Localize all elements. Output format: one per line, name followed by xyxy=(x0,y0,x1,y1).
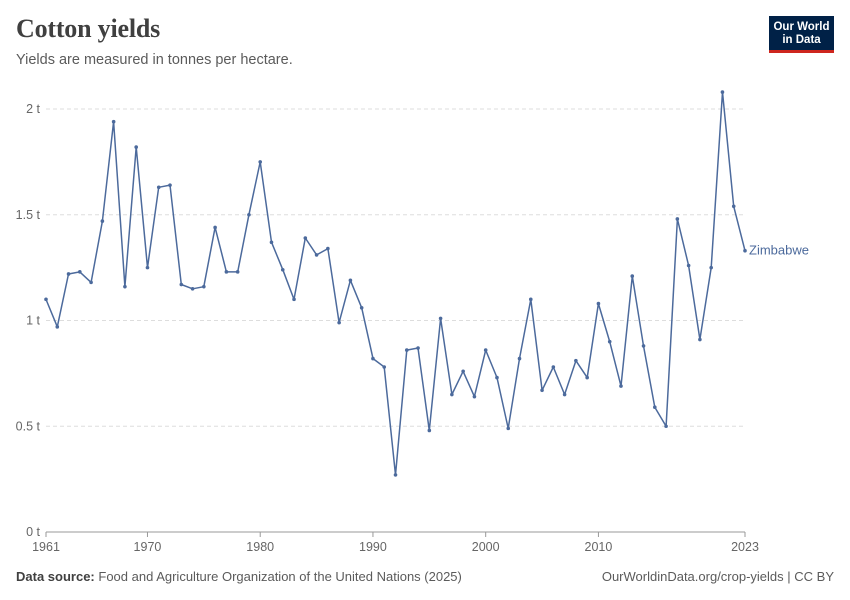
data-point xyxy=(653,405,657,410)
data-point xyxy=(123,284,127,289)
data-point xyxy=(100,219,105,223)
data-point xyxy=(190,286,195,291)
chart-subtitle: Yields are measured in tonnes per hectar… xyxy=(16,52,293,68)
data-point xyxy=(540,388,544,393)
data-point xyxy=(78,270,82,274)
data-point xyxy=(269,240,274,245)
data-point xyxy=(202,284,206,289)
data-point xyxy=(416,346,420,350)
data-point xyxy=(359,306,364,310)
grid-lines xyxy=(46,108,745,427)
data-point xyxy=(743,248,747,253)
data-point xyxy=(280,267,285,272)
tick-labels: 0 t 0.5 t 1 t 1.5 t 2 t 1961 1970 1980 1990 2000 2… xyxy=(16,102,809,554)
data-source: Data source: Food and Agriculture Organi… xyxy=(16,569,462,584)
data-point xyxy=(495,375,499,380)
data-point xyxy=(528,297,533,302)
data-point xyxy=(404,348,409,352)
data-point xyxy=(258,160,263,164)
data-point xyxy=(134,145,138,149)
x-axis xyxy=(45,531,746,537)
source-link[interactable]: OurWorldinData.org/crop-yields | CC BY xyxy=(601,569,834,584)
data-point xyxy=(562,392,567,397)
y-tick-label: 0 t xyxy=(26,525,40,539)
data-point xyxy=(427,428,432,433)
data-point xyxy=(393,473,398,477)
data-point xyxy=(303,236,308,240)
data-point xyxy=(348,278,353,283)
data-point xyxy=(675,217,680,221)
data-point xyxy=(438,316,443,321)
series-label: Zimbabwe xyxy=(749,243,809,258)
data-point xyxy=(698,337,702,342)
data-source-text: Food and Agriculture Organization of the… xyxy=(98,569,462,584)
data-point xyxy=(630,274,635,278)
series-layer xyxy=(44,90,747,477)
data-point xyxy=(709,265,713,270)
data-point xyxy=(179,282,184,287)
data-point xyxy=(585,375,589,380)
data-point xyxy=(517,356,522,361)
data-point xyxy=(596,301,601,306)
data-point xyxy=(314,253,319,257)
x-tick-label: 1990 xyxy=(359,540,387,554)
data-point xyxy=(247,212,251,217)
data-point xyxy=(55,325,60,329)
data-point xyxy=(664,424,668,429)
data-point xyxy=(461,369,465,374)
chart-title: Cotton yields xyxy=(16,14,161,43)
data-point xyxy=(551,365,556,369)
data-point xyxy=(168,183,172,187)
owid-logo[interactable]: Our World in Data xyxy=(769,16,834,53)
data-point xyxy=(89,280,93,285)
data-point xyxy=(235,270,240,274)
y-tick-label: 1 t xyxy=(26,314,40,328)
data-point xyxy=(619,384,623,388)
x-tick-label: 1980 xyxy=(246,540,274,554)
data-point xyxy=(506,426,511,431)
x-tick-label: 1961 xyxy=(32,540,60,554)
data-point xyxy=(337,320,341,325)
data-point xyxy=(731,204,736,209)
logo-line-1: Our World xyxy=(773,21,830,33)
data-point xyxy=(472,394,477,399)
data-point xyxy=(483,348,488,352)
series-line-zimbabwe xyxy=(45,91,746,476)
logo-line-2: in Data xyxy=(782,33,821,46)
line-chart: 0 t 0.5 t 1 t 1.5 t 2 t 1961 1970 1980 1990 2000 2… xyxy=(16,90,809,554)
data-point xyxy=(686,263,691,268)
data-point xyxy=(720,90,725,94)
data-point xyxy=(574,358,578,363)
data-point xyxy=(213,225,217,230)
x-tick-label: 1970 xyxy=(134,540,162,554)
data-point xyxy=(641,344,646,348)
data-point xyxy=(224,270,229,274)
y-tick-label: 1.5 t xyxy=(16,208,41,222)
data-point xyxy=(156,185,161,190)
y-tick-label: 2 t xyxy=(26,102,40,116)
x-tick-label: 2010 xyxy=(585,540,613,554)
x-tick-label: 2000 xyxy=(472,540,500,554)
y-tick-label: 0.5 t xyxy=(16,419,41,433)
data-point xyxy=(292,297,296,302)
data-point xyxy=(145,265,150,270)
data-point xyxy=(450,392,454,397)
data-point xyxy=(111,119,116,124)
data-source-label: Data source: xyxy=(16,569,95,584)
data-point xyxy=(326,246,330,251)
data-point xyxy=(382,365,387,369)
data-point xyxy=(44,297,48,302)
data-point xyxy=(66,272,71,276)
data-point xyxy=(607,339,612,344)
x-tick-label: 2023 xyxy=(731,540,759,554)
data-point xyxy=(371,356,375,361)
